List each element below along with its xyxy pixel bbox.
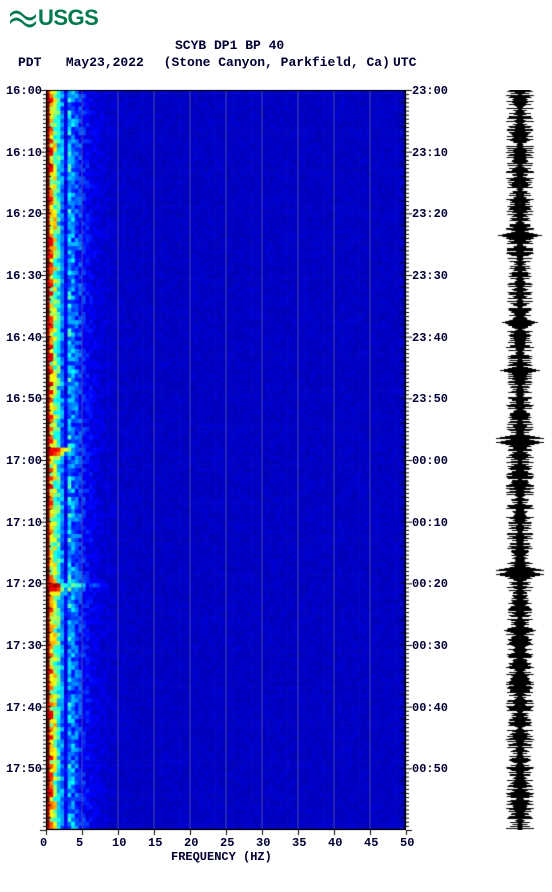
tick-overlay (0, 0, 552, 892)
